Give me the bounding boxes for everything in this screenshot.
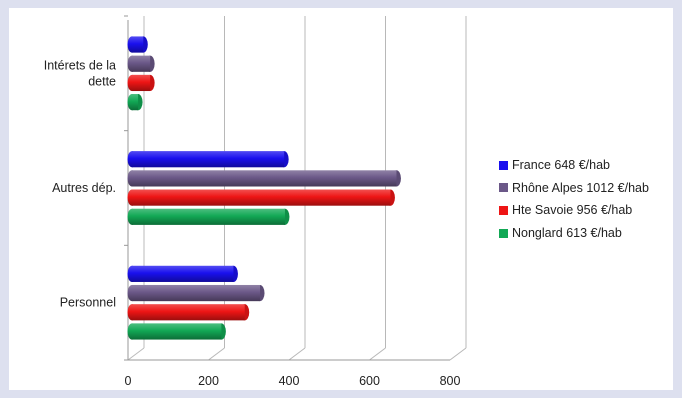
legend-label: Nonglard 613 €/hab (512, 226, 622, 241)
bar-base (127, 94, 137, 111)
legend-item: Hte Savoie 956 €/hab (499, 199, 649, 222)
bar-base (127, 208, 137, 225)
x-tick-label: 0 (125, 374, 132, 388)
category-label-line: dette (88, 74, 116, 88)
bar-base (127, 304, 137, 321)
x-tick-label: 400 (279, 374, 300, 388)
bar (132, 284, 261, 302)
category-label-line: Autres dép. (52, 181, 116, 195)
bar (132, 74, 151, 92)
legend-swatch (499, 183, 508, 193)
bar-base (127, 170, 137, 187)
category-label-line: Personnel (60, 296, 116, 310)
bar-base (127, 55, 137, 72)
bar (132, 208, 285, 225)
chart-area: Intérets de la dette Autres dép. Personnel 0… (9, 8, 673, 390)
legend-swatch (499, 160, 508, 170)
legend-label: France 648 €/hab (512, 158, 610, 173)
x-tick-label: 800 (440, 374, 461, 388)
bar-base (127, 284, 137, 302)
bar (132, 151, 285, 168)
bar (132, 36, 144, 53)
legend-swatch (499, 228, 508, 238)
bar (132, 55, 151, 72)
bar-base (127, 323, 137, 340)
category-label-line: Intérets de la (44, 58, 116, 72)
legend-item: Rhône Alpes 1012 €/hab (499, 177, 649, 200)
legend-label: Hte Savoie 956 €/hab (512, 203, 633, 218)
chart-legend: France 648 €/hab Rhône Alpes 1012 €/hab Ht… (499, 154, 649, 244)
category-label: Intérets de la dette (44, 58, 116, 88)
bar-chart: Intérets de la dette Autres dép. Personnel 0… (44, 15, 467, 388)
legend-label: Rhône Alpes 1012 €/hab (512, 180, 649, 195)
bar-base (127, 265, 137, 282)
category-label: Personnel (60, 296, 116, 310)
legend-swatch (499, 205, 508, 215)
gridline-floor (369, 347, 386, 361)
gridline-floor (288, 347, 306, 361)
bar (132, 323, 222, 340)
bar (132, 189, 391, 206)
floor-edge (127, 347, 145, 361)
category-label: Autres dép. (52, 181, 116, 195)
bar-base (127, 151, 137, 168)
bar-base (127, 74, 137, 92)
bar (132, 304, 245, 321)
gridline-floor (208, 347, 225, 361)
bar-base (127, 36, 137, 53)
legend-item: France 648 €/hab (499, 154, 649, 177)
gridline-floor (449, 347, 467, 361)
bar (132, 170, 397, 187)
x-tick-label: 200 (198, 374, 219, 388)
bar-base (127, 189, 137, 206)
bar (132, 265, 234, 282)
legend-item: Nonglard 613 €/hab (499, 222, 649, 245)
x-tick-label: 600 (359, 374, 380, 388)
